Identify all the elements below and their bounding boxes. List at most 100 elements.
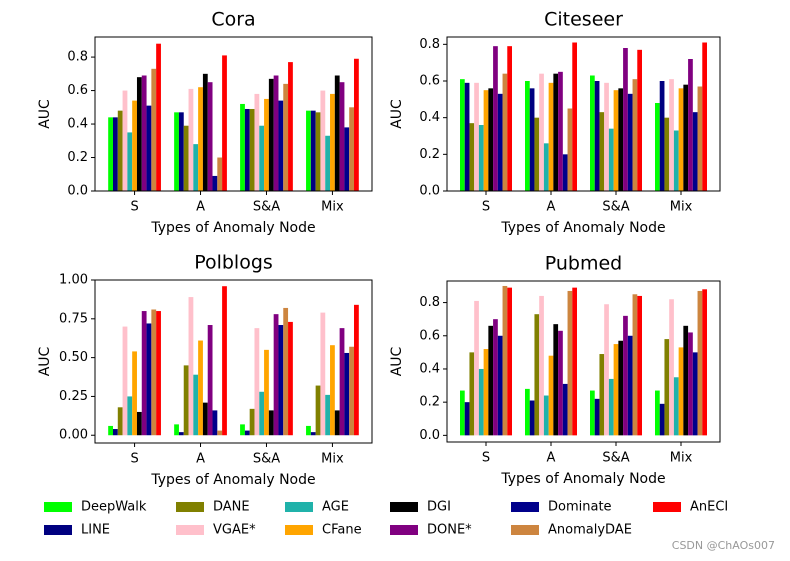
legend-label: CFane — [322, 523, 362, 538]
bar — [529, 88, 535, 191]
bar — [174, 424, 179, 436]
bar — [525, 388, 530, 436]
x-tick-label: S&A — [602, 200, 629, 215]
bar — [344, 352, 350, 436]
bar — [146, 105, 152, 191]
bar — [497, 335, 503, 436]
bar — [493, 46, 498, 191]
bar — [594, 81, 600, 191]
bar — [683, 84, 689, 191]
y-tick-label: 0.8 — [419, 37, 440, 52]
bar — [349, 107, 355, 191]
bar — [268, 410, 274, 436]
bar — [460, 390, 465, 436]
bar — [688, 59, 693, 191]
y-tick-label: 0.6 — [419, 74, 440, 89]
bar — [692, 352, 698, 436]
bar — [259, 391, 265, 436]
legend-swatch — [511, 525, 539, 535]
bar — [697, 290, 703, 436]
bar — [673, 377, 679, 436]
bar — [613, 90, 619, 191]
bar — [193, 374, 199, 436]
x-tick-label: S — [130, 452, 138, 467]
legend-swatch — [285, 502, 313, 512]
legend-swatch — [176, 502, 204, 512]
bar — [244, 108, 250, 191]
bar — [478, 125, 484, 191]
bar — [488, 325, 494, 436]
x-tick-label: A — [196, 200, 205, 215]
bar — [259, 125, 265, 191]
bar — [278, 100, 284, 191]
y-tick-label: 0.2 — [419, 147, 440, 162]
bar — [469, 352, 475, 436]
subplot: 0.0 0.2 0.4 0.6 0.8 S A S&A Mix Citeseer Types of … — [389, 9, 721, 236]
bar — [108, 425, 113, 436]
legend-swatch — [390, 525, 418, 535]
y-tick-label: 0.50 — [59, 350, 88, 365]
x-tick-label: S — [130, 200, 138, 215]
bar — [112, 429, 118, 436]
y-tick-label: 1.00 — [59, 273, 88, 288]
bar — [339, 82, 345, 191]
bar — [306, 425, 311, 436]
bar — [222, 286, 227, 436]
y-tick-label: 0.4 — [67, 117, 88, 132]
chart-title: Polblogs — [194, 252, 273, 274]
legend-label: Dominate — [548, 500, 612, 515]
bar — [543, 395, 549, 436]
bar — [507, 287, 512, 436]
bar — [469, 123, 475, 191]
bar — [151, 68, 157, 191]
bar — [339, 328, 345, 436]
bar — [283, 83, 289, 191]
y-tick-label: 0.75 — [59, 311, 88, 326]
bar — [178, 112, 184, 191]
legend-label: LINE — [81, 523, 110, 538]
bar — [122, 90, 128, 191]
subplot: 0.00 0.25 0.50 0.75 1.00 S A S&A Mix Polblogs Type… — [37, 252, 373, 488]
bar — [688, 332, 693, 436]
y-tick-label: 0.2 — [419, 395, 440, 410]
bar — [188, 297, 194, 436]
bar — [655, 103, 660, 191]
bar — [354, 304, 359, 436]
bar — [217, 430, 223, 436]
legend-swatch — [653, 502, 681, 512]
bar — [562, 383, 568, 436]
bar — [669, 79, 674, 191]
bar — [558, 71, 563, 191]
legend-label: DANE — [213, 500, 250, 515]
bar — [174, 112, 179, 191]
y-axis-label: AUC — [389, 99, 405, 129]
bar — [198, 87, 203, 191]
bar — [483, 90, 489, 191]
bar — [310, 432, 316, 436]
bar — [590, 75, 595, 191]
watermark: CSDN @ChAOs007 — [672, 539, 775, 552]
bar — [273, 314, 279, 436]
x-axis-label: Types of Anomaly Node — [150, 472, 315, 488]
bar — [306, 110, 311, 191]
legend-swatch — [44, 525, 72, 535]
bar — [349, 346, 355, 436]
bar — [207, 82, 213, 191]
y-tick-label: 0.4 — [419, 110, 440, 125]
bar — [264, 98, 269, 191]
x-tick-label: Mix — [670, 200, 693, 215]
bar — [112, 117, 118, 191]
bar — [493, 319, 498, 436]
bar — [623, 315, 628, 436]
bar — [212, 175, 218, 191]
bar — [127, 132, 133, 191]
bar — [193, 144, 199, 191]
bar — [678, 88, 684, 191]
axes-frame — [94, 36, 373, 192]
bar — [590, 390, 595, 436]
bar — [567, 108, 573, 191]
bar — [117, 110, 123, 191]
bar — [637, 295, 642, 436]
bar — [207, 325, 213, 436]
